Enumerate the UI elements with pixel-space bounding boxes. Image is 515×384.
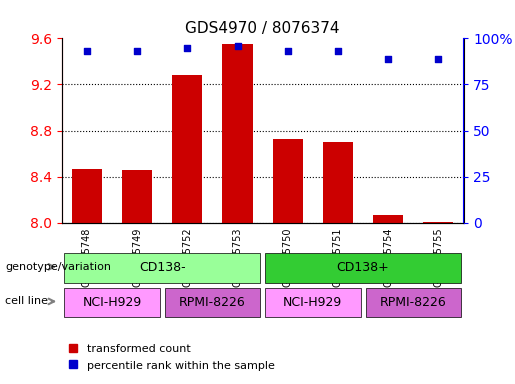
Title: GDS4970 / 8076374: GDS4970 / 8076374 [185, 21, 340, 36]
Point [83, 48, 91, 55]
Text: RPMI-8226: RPMI-8226 [179, 296, 246, 309]
Point [183, 45, 192, 51]
FancyBboxPatch shape [265, 253, 461, 283]
FancyBboxPatch shape [366, 288, 461, 317]
FancyBboxPatch shape [265, 288, 360, 317]
FancyBboxPatch shape [165, 288, 260, 317]
Text: RPMI-8226: RPMI-8226 [380, 296, 447, 309]
Bar [122, 170, 152, 223]
Bar [323, 142, 353, 223]
Bar [72, 169, 102, 223]
Bar [423, 222, 453, 223]
Legend: transformed count, percentile rank within the sample: transformed count, percentile rank withi… [67, 343, 275, 371]
Bar [373, 215, 403, 223]
Point [334, 48, 342, 55]
Text: CD138+: CD138+ [337, 262, 389, 274]
Point [384, 56, 392, 62]
FancyBboxPatch shape [64, 288, 160, 317]
Text: CD138-: CD138- [139, 262, 185, 274]
Text: cell line: cell line [5, 296, 48, 306]
Bar [222, 44, 252, 223]
Point [434, 56, 442, 62]
Text: NCI-H929: NCI-H929 [283, 296, 342, 309]
Point [284, 48, 292, 55]
Text: genotype/variation: genotype/variation [5, 262, 111, 272]
Bar [273, 139, 303, 223]
Point [233, 43, 242, 49]
Point [133, 48, 141, 55]
Text: NCI-H929: NCI-H929 [82, 296, 142, 309]
Bar [172, 75, 202, 223]
FancyBboxPatch shape [64, 253, 260, 283]
